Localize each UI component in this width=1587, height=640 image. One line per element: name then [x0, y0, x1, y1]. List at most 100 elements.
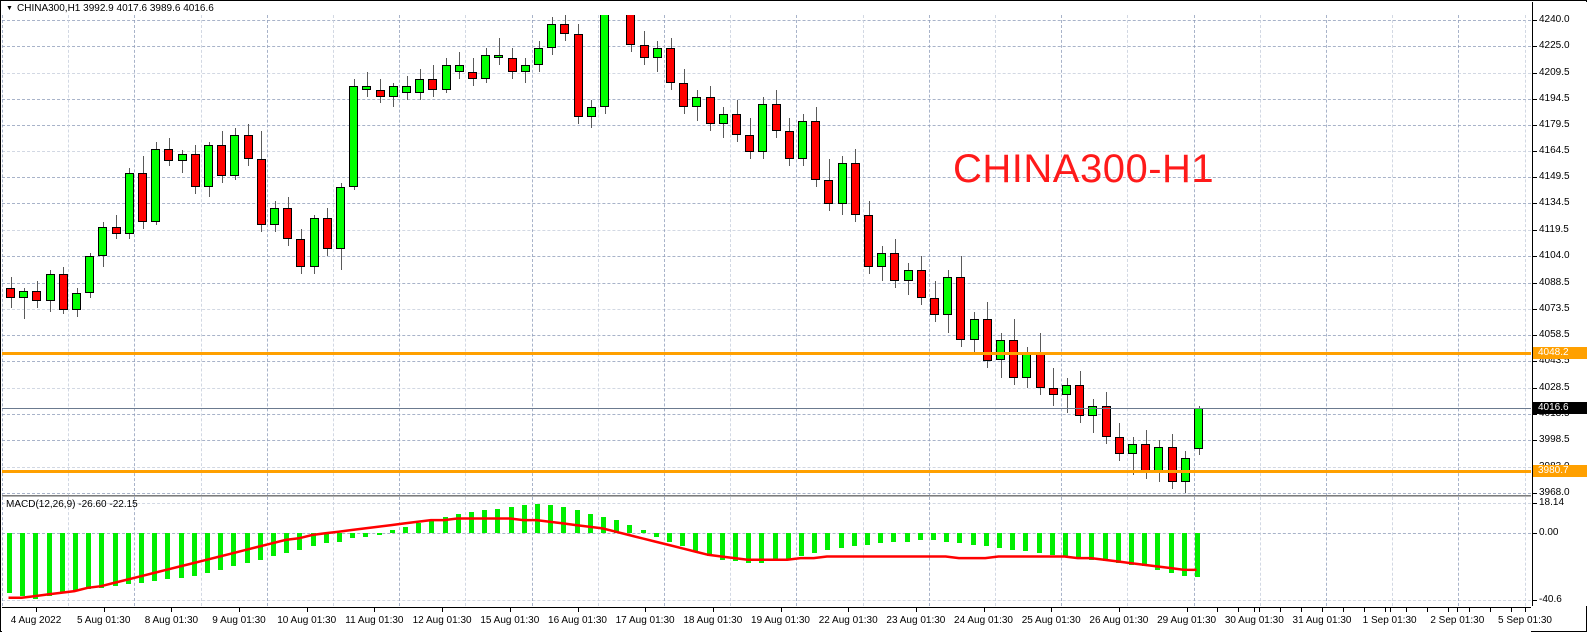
time-axis-label: 10 Aug 01:30 — [277, 615, 337, 626]
macd-histogram-bar — [1115, 533, 1121, 563]
macd-histogram-bar — [389, 530, 395, 534]
macd-histogram-bar — [1129, 533, 1134, 565]
candlestick — [534, 48, 543, 66]
support-level-line[interactable] — [2, 469, 1531, 473]
time-gridline — [1127, 15, 1129, 496]
macd-histogram-bar — [548, 505, 554, 534]
macd-histogram-bar — [20, 533, 26, 597]
macd-histogram-bar — [139, 533, 144, 583]
time-axis-tick — [509, 608, 511, 612]
candlestick — [705, 96, 715, 125]
candlestick — [1088, 405, 1098, 417]
macd-axis-tick — [1533, 503, 1537, 505]
candlestick — [98, 226, 108, 257]
macd-histogram-bar — [1089, 533, 1095, 560]
time-gridline — [1193, 15, 1195, 496]
price-gridline — [2, 177, 1531, 179]
candlestick — [1022, 353, 1032, 378]
candlestick — [138, 173, 147, 222]
chevron-down-icon[interactable]: ▼ — [6, 5, 13, 12]
candlestick — [639, 44, 649, 59]
macd-histogram-bar — [218, 533, 224, 570]
macd-histogram-bar — [733, 533, 738, 562]
macd-histogram-bar — [983, 533, 989, 547]
current-price-badge[interactable]: 4016.6 — [1533, 402, 1587, 415]
candlestick — [124, 173, 134, 234]
support-price-badge[interactable]: 3980.7 — [1533, 464, 1587, 477]
price-gridline — [2, 73, 1531, 75]
price-axis[interactable]: 4240.0 4225.0 4209.5 4194.5 4179.5 4164.5 4149… — [1532, 2, 1587, 606]
candlestick — [573, 34, 583, 118]
macd-histogram-bar — [495, 508, 501, 534]
candlestick — [507, 58, 517, 73]
time-axis-minor-tick — [1259, 608, 1260, 612]
price-gridline — [2, 466, 1531, 468]
candlestick — [322, 218, 332, 250]
macd-histogram-bar — [482, 510, 488, 534]
price-axis-tick — [1533, 335, 1537, 337]
time-axis-label: 26 Aug 01:30 — [1089, 615, 1149, 626]
time-axis-tick — [1186, 608, 1188, 612]
time-axis-label: 22 Aug 01:30 — [818, 615, 878, 626]
price-axis-label: 4088.5 — [1539, 277, 1570, 289]
price-gridline — [2, 309, 1531, 311]
time-gridline — [730, 15, 732, 496]
macd-histogram-bar — [205, 533, 210, 573]
macd-histogram-bar — [125, 533, 131, 585]
price-gridline — [2, 229, 1531, 231]
price-axis-tick — [1533, 387, 1537, 389]
macd-time-gridline — [597, 497, 599, 606]
candlestick — [996, 339, 1005, 361]
macd-time-gridline — [1061, 497, 1063, 606]
price-axis-label: 4240.0 — [1539, 14, 1570, 26]
price-axis-tick — [1533, 283, 1537, 285]
price-gridline — [2, 283, 1531, 285]
time-axis-label: 30 Aug 01:30 — [1224, 615, 1284, 626]
macd-histogram-bar — [350, 533, 356, 539]
time-axis-tick — [1457, 608, 1459, 612]
macd-histogram-bar — [535, 503, 540, 534]
macd-time-gridline — [664, 497, 665, 606]
macd-axis-label: 18.14 — [1539, 497, 1565, 509]
candlestick — [1101, 405, 1111, 437]
time-axis[interactable]: 4 Aug 2022 5 Aug 01:30 8 Aug 01:30 9 Aug 01… — [2, 607, 1552, 632]
macd-histogram-bar — [1036, 533, 1042, 554]
time-axis-tick — [1254, 608, 1256, 612]
macd-histogram-bar — [957, 533, 963, 544]
time-axis-tick — [848, 608, 850, 612]
candle-wick — [366, 72, 368, 97]
price-axis-label: 4164.5 — [1539, 145, 1570, 157]
macd-histogram-bar — [799, 533, 804, 557]
macd-time-gridline — [928, 497, 930, 606]
candle-wick — [498, 37, 500, 66]
macd-histogram-bar — [601, 516, 606, 534]
macd-histogram-bar — [851, 533, 857, 547]
time-axis-tick — [1118, 608, 1120, 612]
price-axis-label: 4073.5 — [1539, 303, 1570, 315]
time-axis-tick — [780, 608, 782, 612]
macd-histogram-bar — [1155, 533, 1161, 570]
time-gridline — [1458, 15, 1460, 496]
macd-time-gridline — [995, 497, 996, 606]
macd-histogram-bar — [746, 533, 752, 563]
time-gridline — [664, 15, 665, 496]
macd-time-gridline — [1259, 497, 1261, 606]
macd-time-gridline — [399, 497, 401, 606]
macd-time-gridline — [68, 497, 70, 606]
price-gridline — [2, 413, 1531, 415]
resistance-level-line[interactable] — [2, 352, 1531, 356]
macd-histogram-bar — [931, 533, 936, 540]
time-axis-label: 4 Aug 2022 — [10, 615, 62, 626]
macd-histogram-bar — [297, 533, 303, 550]
resistance-price-badge[interactable]: 4048.2 — [1533, 347, 1587, 360]
time-axis-tick — [171, 608, 173, 612]
candlestick — [415, 79, 425, 94]
macd-histogram-bar — [7, 533, 12, 593]
current-price-line — [2, 408, 1531, 410]
time-gridline — [531, 15, 533, 496]
price-chart-pane[interactable]: CHINA300-H1 — [2, 15, 1531, 496]
macd-indicator-pane[interactable]: MACD(12,26,9) -26.60 -22.15 — [2, 497, 1531, 606]
symbol-ohlc-text: CHINA300,H1 3992.9 4017.6 3989.6 4016.6 — [17, 3, 214, 14]
macd-histogram-bar — [337, 533, 342, 542]
time-axis-label: 23 Aug 01:30 — [886, 615, 946, 626]
